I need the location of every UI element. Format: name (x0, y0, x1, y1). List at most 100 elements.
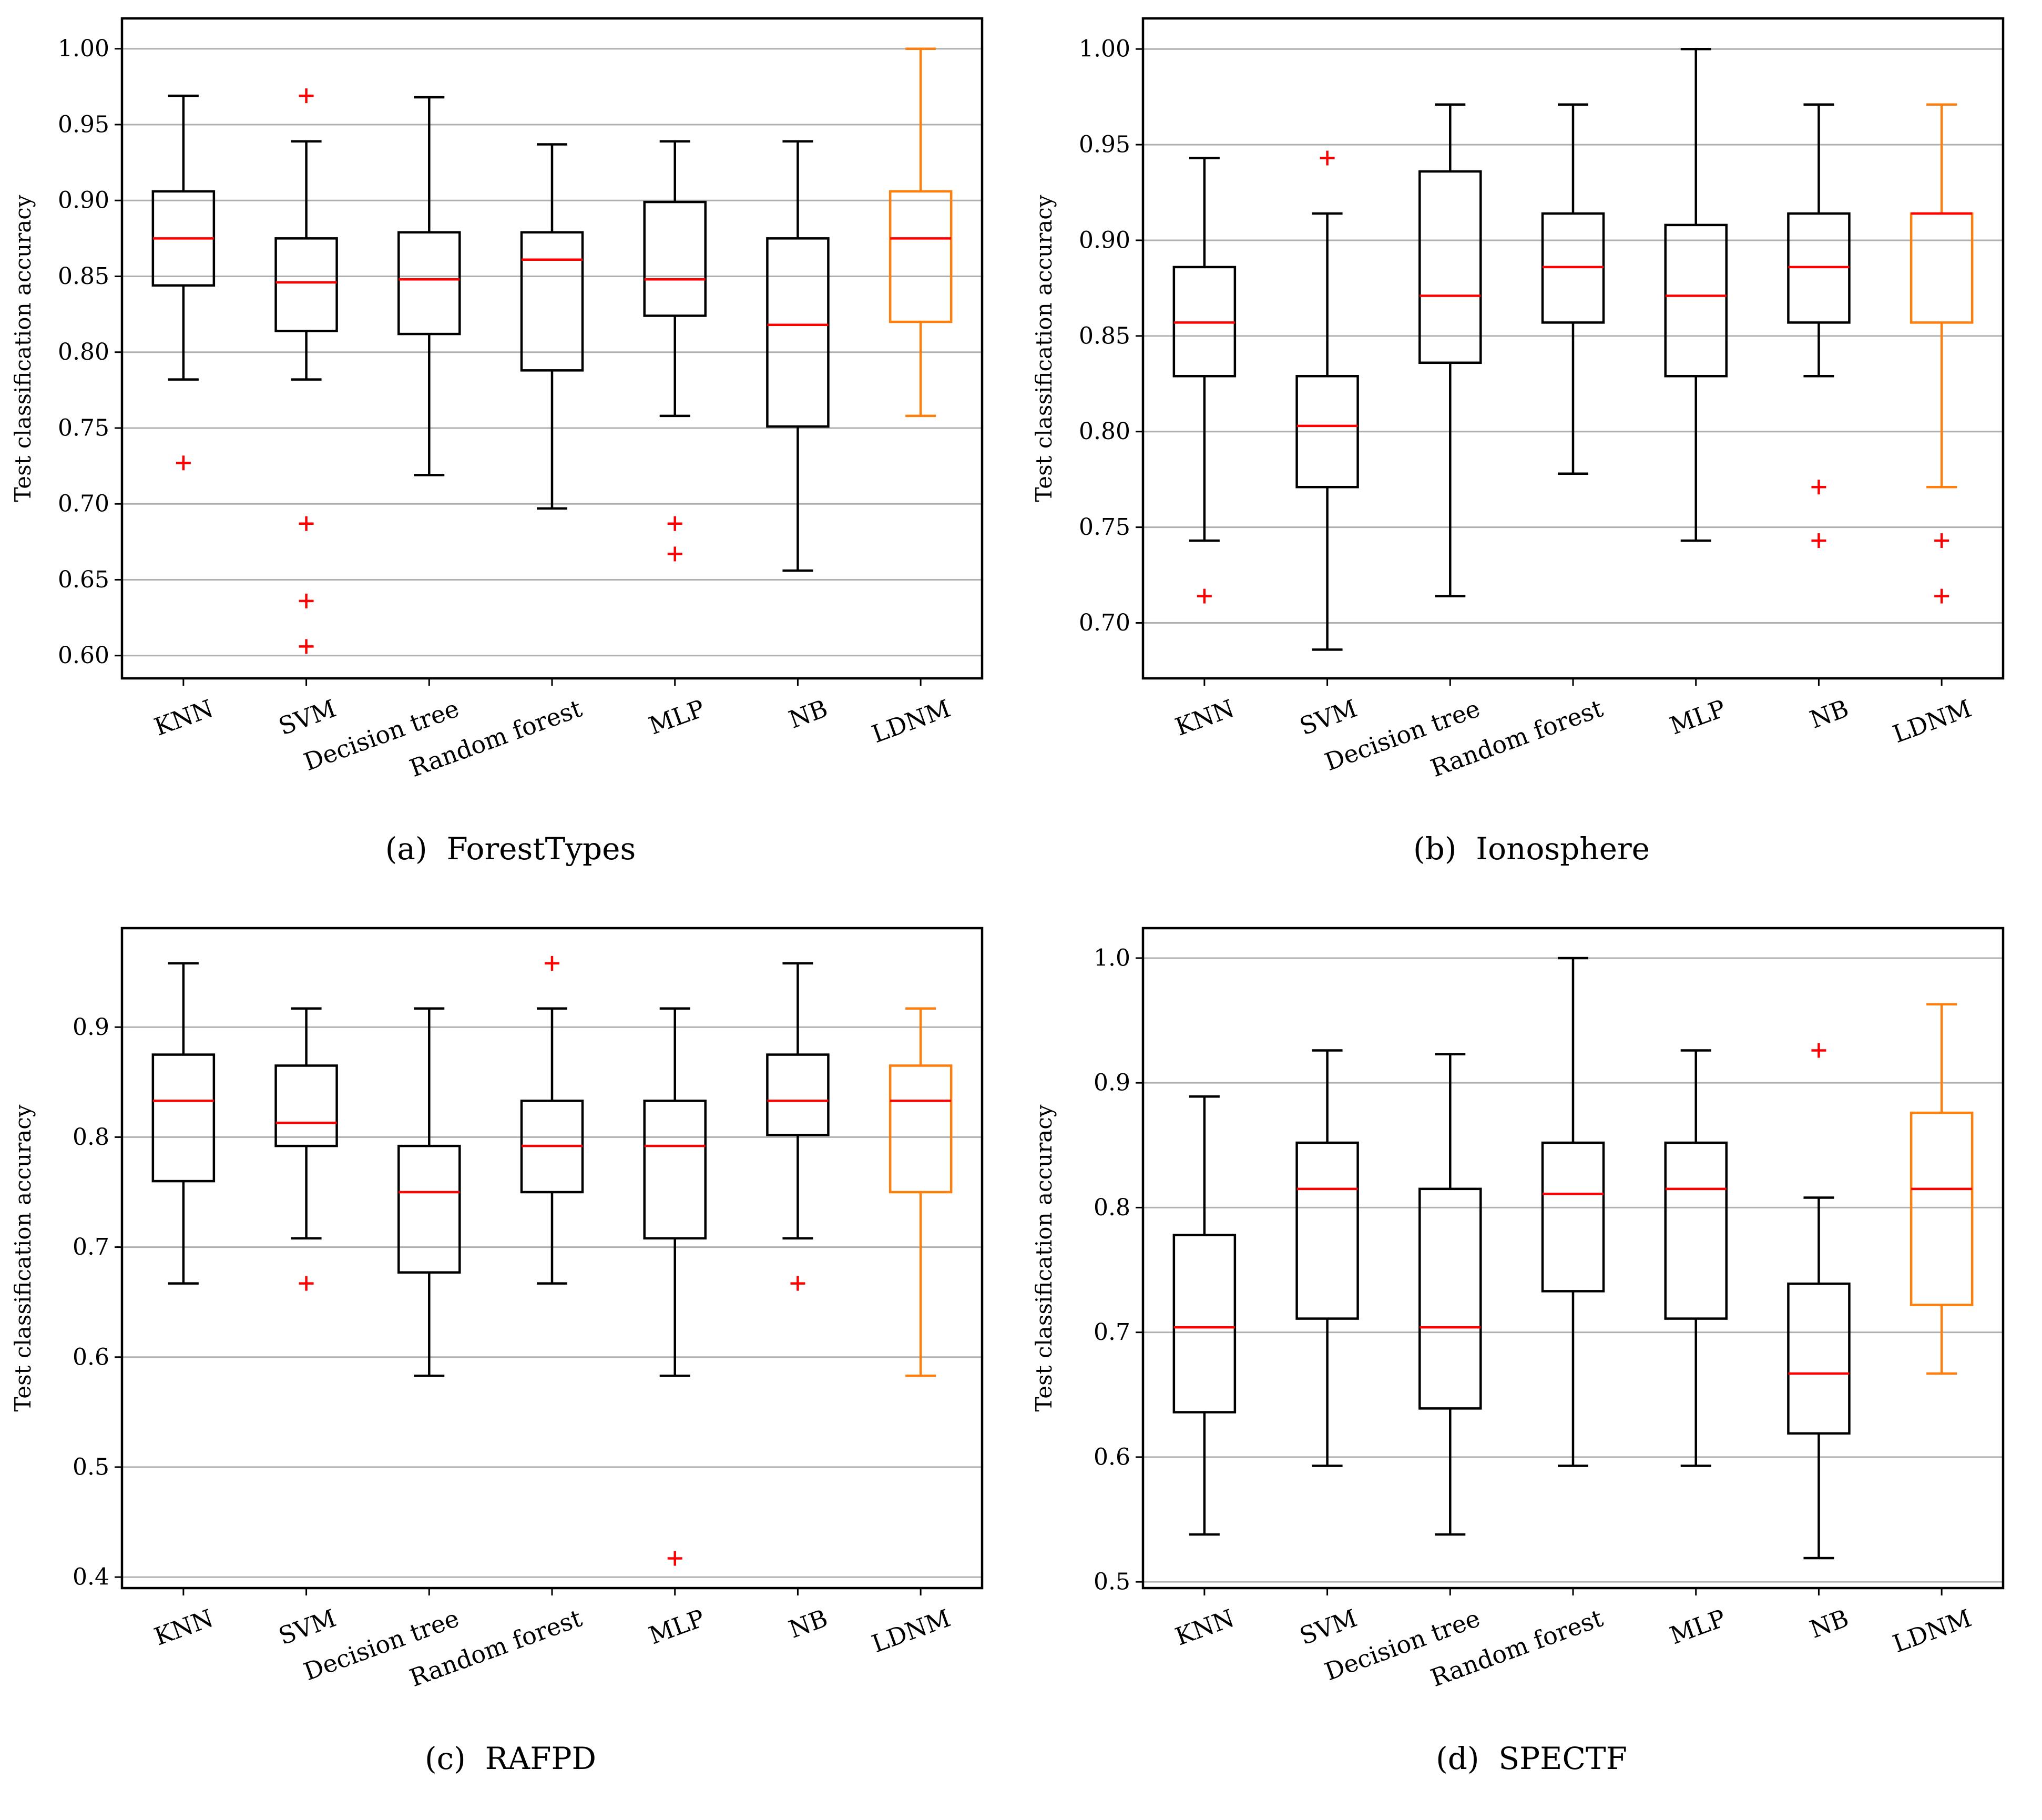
iqr-box (397, 1144, 461, 1274)
y-tick-label: 0.75 (1079, 514, 1130, 541)
panel-foresttypes: 0.60 0.65 0.70 0.75 0.80 0.85 0.90 0.95 1.00 Test… (0, 0, 1021, 910)
x-tick-label-knn: KNN (150, 1604, 217, 1651)
caption-foresttypes: (a) ForestTypes (0, 831, 1021, 867)
y-tick-label: 0.95 (58, 111, 109, 138)
iqr-box (1418, 1187, 1482, 1410)
box-ldnm (889, 1007, 953, 1377)
y-axis: 0.60 0.65 0.70 0.75 0.80 0.85 0.90 0.95 1.00 (58, 35, 122, 669)
outlier-marker (790, 1276, 805, 1291)
caption-name: RAFPD (485, 1741, 596, 1776)
iqr-box (397, 231, 461, 335)
box-decision-tree (1418, 1053, 1482, 1536)
x-tick-label-svm: SVM (1296, 1604, 1361, 1651)
iqr-box (1664, 1141, 1728, 1320)
y-axis-label: Test classification accuracy (1031, 1104, 1057, 1411)
x-tick-label-nb: NB (1806, 1604, 1852, 1644)
x-tick-label-knn: KNN (150, 694, 217, 741)
x-tick-label-svm: SVM (275, 694, 340, 741)
y-tick-label: 0.60 (58, 642, 109, 669)
iqr-box (643, 1100, 707, 1240)
box-svm (1295, 1049, 1359, 1467)
box-mlp (643, 1007, 707, 1566)
x-tick-label-svm: SVM (1296, 694, 1361, 741)
box-mlp (1664, 47, 1728, 542)
iqr-box (1910, 212, 1974, 324)
box-knn (151, 962, 216, 1285)
y-axis-label: Test classification accuracy (10, 195, 36, 502)
y-axis: 0.5 0.6 0.7 0.8 0.9 1.0 (1094, 944, 1143, 1595)
box-nb (766, 140, 830, 572)
box-svm (1295, 150, 1359, 651)
box-svm (274, 88, 338, 654)
x-tick-label-ldnm: LDNM (1889, 694, 1975, 749)
y-tick-label: 0.95 (1079, 131, 1130, 158)
x-tick-label-knn: KNN (1171, 694, 1238, 741)
iqr-box (520, 231, 584, 372)
box-random-forest (1541, 957, 1605, 1467)
caption-name: SPECTF (1498, 1741, 1627, 1776)
box-svm (274, 1007, 338, 1291)
outlier-marker (299, 1276, 314, 1291)
y-tick-label: 0.5 (1094, 1569, 1130, 1595)
chart-ionosphere: 0.70 0.75 0.80 0.85 0.90 0.95 1.00 Test classif… (1031, 17, 2005, 782)
iqr-box (274, 1064, 338, 1147)
caption-name: Ionosphere (1476, 831, 1650, 867)
y-tick-label: 0.70 (1079, 609, 1130, 636)
y-tick-label: 0.90 (1079, 227, 1130, 253)
y-tick-label: 0.7 (1094, 1319, 1130, 1346)
iqr-box (1541, 1141, 1605, 1293)
y-tick-label: 0.80 (1079, 418, 1130, 445)
iqr-box (766, 1053, 830, 1136)
outlier-marker (545, 955, 559, 971)
panel-ionosphere: 0.70 0.75 0.80 0.85 0.90 0.95 1.00 Test classif… (1021, 0, 2042, 910)
caption-tag: (b) (1413, 831, 1457, 867)
outlier-marker (1811, 1043, 1826, 1058)
x-tick-label-knn: KNN (1171, 1604, 1238, 1651)
y-tick-label: 0.85 (1079, 322, 1130, 349)
y-axis-label: Test classification accuracy (1031, 195, 1057, 502)
caption-rafpd: (c) RAFPD (0, 1741, 1021, 1776)
y-tick-label: 0.8 (73, 1124, 109, 1151)
outlier-marker (1320, 150, 1335, 166)
outlier-marker (299, 593, 314, 608)
x-tick-label-mlp: MLP (645, 694, 709, 740)
caption-tag: (d) (1436, 1741, 1479, 1776)
iqr-box (1172, 1234, 1237, 1414)
y-axis: 0.4 0.5 0.6 0.7 0.8 0.9 (73, 1014, 122, 1591)
iqr-box (1787, 1282, 1851, 1435)
outlier-marker (299, 639, 314, 654)
panel-rafpd: 0.4 0.5 0.6 0.7 0.8 0.9 Test classification ac… (0, 910, 1021, 1819)
caption-spectf: (d) SPECTF (1021, 1741, 2042, 1776)
outlier-marker (1811, 480, 1826, 495)
x-tick-label-ldnm: LDNM (868, 694, 954, 749)
chart-spectf: 0.5 0.6 0.7 0.8 0.9 1.0 Test classification ac… (1031, 927, 2005, 1692)
box-ldnm (1910, 1003, 1974, 1375)
y-tick-label: 0.65 (58, 566, 109, 593)
caption-name: ForestTypes (446, 831, 636, 867)
outlier-marker (667, 516, 682, 531)
iqr-box (1418, 170, 1482, 364)
y-tick-label: 0.80 (58, 339, 109, 365)
chart-rafpd: 0.4 0.5 0.6 0.7 0.8 0.9 Test classification ac… (10, 927, 984, 1692)
x-tick-label-nb: NB (1806, 694, 1852, 734)
x-tick-label-nb: NB (785, 1604, 831, 1644)
x-tick-label-ldnm: LDNM (1889, 1604, 1975, 1659)
y-axis: 0.70 0.75 0.80 0.85 0.90 0.95 1.00 (1079, 36, 1143, 636)
y-tick-label: 0.5 (73, 1453, 109, 1480)
x-tick-label-svm: SVM (275, 1604, 340, 1651)
box-mlp (643, 140, 707, 562)
x-tick-label-mlp: MLP (1666, 1604, 1730, 1650)
box-nb (1787, 103, 1851, 548)
box-ldnm (1910, 103, 1974, 604)
outlier-marker (1811, 533, 1826, 548)
y-tick-label: 1.00 (1079, 36, 1130, 63)
iqr-box (889, 190, 953, 323)
outlier-marker (667, 546, 682, 562)
outlier-marker (1934, 588, 1949, 604)
caption-tag: (a) (385, 831, 427, 867)
